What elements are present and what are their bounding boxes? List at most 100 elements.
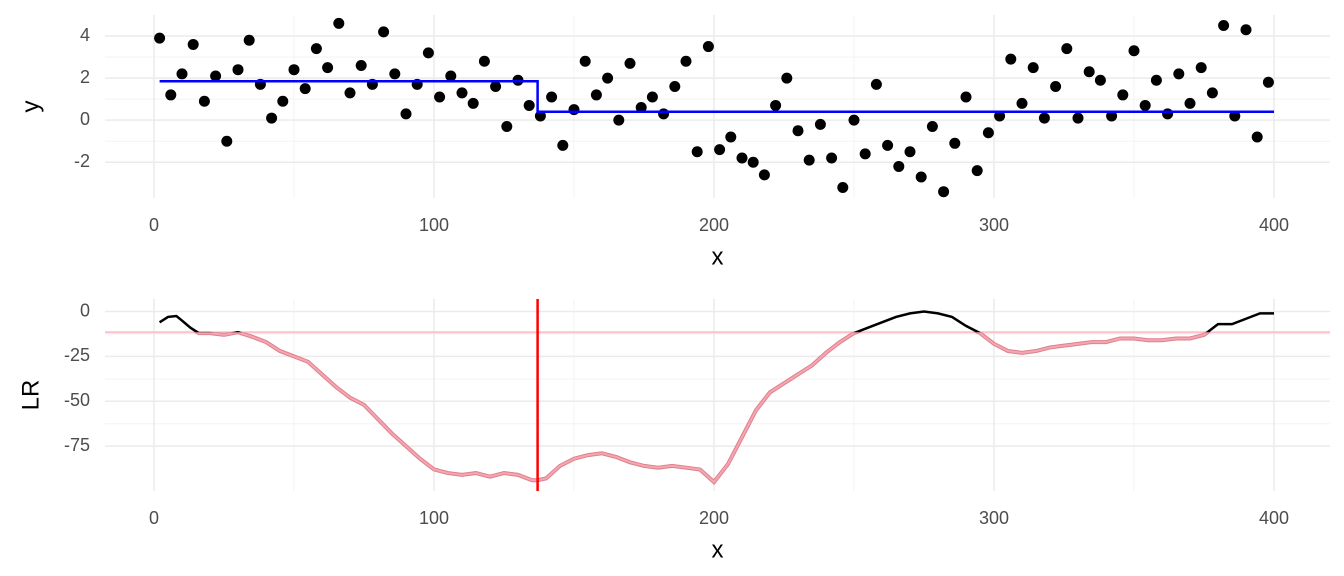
point — [534, 110, 546, 122]
point — [1139, 99, 1151, 111]
point — [814, 118, 826, 130]
x-tick-label: 300 — [979, 508, 1009, 528]
point — [770, 99, 782, 111]
point — [422, 47, 434, 59]
point — [870, 78, 882, 90]
point — [680, 55, 692, 67]
x-tick-label: 0 — [149, 215, 159, 235]
x-tick-label: 300 — [979, 215, 1009, 235]
point — [288, 64, 300, 76]
point — [333, 17, 345, 29]
point — [837, 181, 849, 193]
point — [1195, 62, 1207, 74]
x-tick-label: 100 — [419, 508, 449, 528]
point — [1094, 74, 1106, 86]
point — [277, 95, 289, 107]
point — [232, 64, 244, 76]
point — [165, 89, 177, 101]
point — [154, 32, 166, 44]
point — [198, 95, 210, 107]
point — [1106, 110, 1118, 122]
point — [310, 43, 322, 55]
point — [210, 70, 222, 82]
x-tick-label: 400 — [1259, 215, 1289, 235]
x-tick-label: 200 — [699, 215, 729, 235]
point — [971, 165, 983, 177]
point — [187, 38, 199, 50]
point — [1005, 53, 1017, 65]
x-tick-label: 0 — [149, 508, 159, 528]
point — [389, 68, 401, 80]
lr-line-below-edge — [193, 332, 1211, 485]
point — [691, 146, 703, 158]
point — [714, 144, 726, 156]
point — [579, 55, 591, 67]
point — [1128, 45, 1140, 57]
point — [803, 154, 815, 166]
y-tick-label: -25 — [64, 345, 90, 365]
x-axis-title: x — [712, 536, 724, 563]
point — [344, 87, 356, 99]
point — [1016, 97, 1028, 109]
point — [523, 99, 535, 111]
point — [960, 91, 972, 103]
point — [557, 139, 569, 151]
point — [1162, 108, 1174, 120]
point — [243, 34, 255, 46]
point — [501, 120, 513, 132]
point — [859, 148, 871, 160]
point — [915, 171, 927, 183]
point — [299, 83, 311, 95]
point — [1218, 20, 1230, 32]
lr-line-above — [158, 310, 1274, 333]
point — [1262, 76, 1274, 88]
point — [478, 55, 490, 67]
point — [378, 26, 390, 38]
point — [590, 89, 602, 101]
point — [736, 152, 748, 164]
x-axis-title: x — [712, 243, 724, 270]
point — [1173, 68, 1185, 80]
point — [1206, 87, 1218, 99]
point — [1150, 74, 1162, 86]
point — [176, 68, 188, 80]
point — [467, 97, 479, 109]
point — [635, 102, 647, 114]
point — [490, 81, 502, 93]
y-tick-label: -2 — [74, 151, 90, 171]
point — [266, 112, 278, 124]
point — [1038, 112, 1050, 124]
point — [938, 186, 950, 198]
point — [322, 62, 334, 74]
x-tick-label: 200 — [699, 508, 729, 528]
point — [826, 152, 838, 164]
y-tick-label: 2 — [80, 67, 90, 87]
point — [893, 160, 905, 172]
point — [456, 87, 468, 99]
point — [725, 131, 737, 143]
point — [702, 41, 714, 53]
point — [546, 91, 558, 103]
point — [1027, 62, 1039, 74]
y-tick-label: -75 — [64, 435, 90, 455]
point — [994, 110, 1006, 122]
point — [949, 137, 961, 149]
point — [669, 81, 681, 93]
point — [445, 70, 457, 82]
point — [1184, 97, 1196, 109]
point — [747, 156, 759, 168]
point — [982, 127, 994, 139]
y-tick-label: -50 — [64, 390, 90, 410]
point — [1117, 89, 1129, 101]
y-tick-label: 4 — [80, 25, 90, 45]
point — [904, 146, 916, 158]
point — [1072, 112, 1084, 124]
point — [646, 91, 658, 103]
x-tick-label: 400 — [1259, 508, 1289, 528]
point — [1251, 131, 1263, 143]
line — [159, 80, 1274, 114]
point — [882, 139, 894, 151]
y-axis-title: y — [17, 101, 44, 113]
x-tick-label: 100 — [419, 215, 449, 235]
